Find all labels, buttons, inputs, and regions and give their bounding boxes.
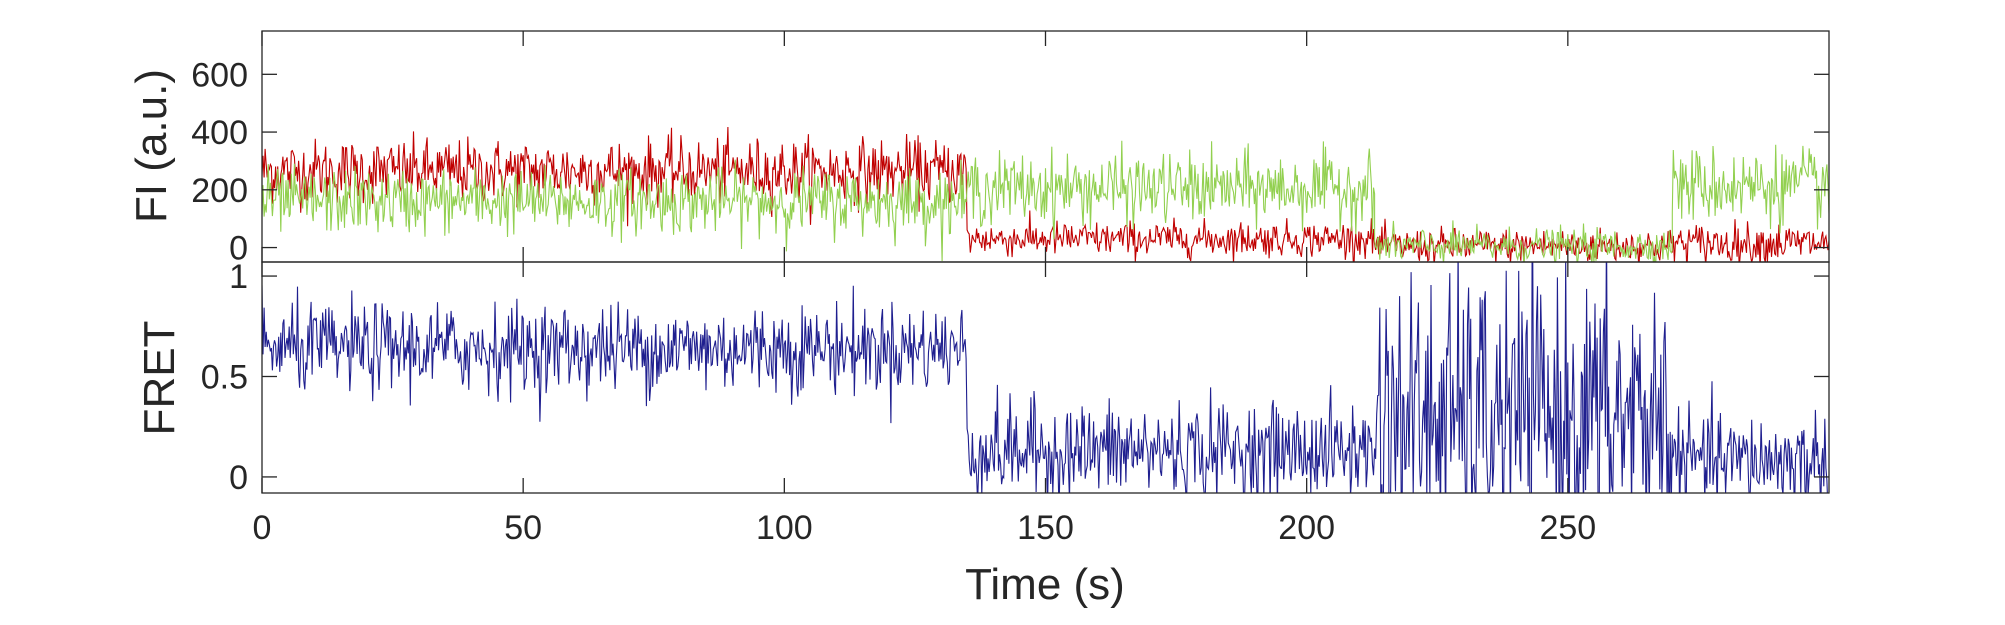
fret-ytick-label: 0.5 [201, 358, 248, 396]
time-xtick-label: 50 [504, 509, 542, 547]
time-xtick-label: 250 [1539, 509, 1596, 547]
fluorescence-trace-1 [262, 140, 1829, 262]
fluorescence-y-axis-label: FI (a.u.) [127, 69, 176, 223]
fluorescence-ytick-label: 0 [229, 230, 248, 268]
fret-y-axis-label: FRET [135, 321, 184, 436]
fret-ticks: 0 0.5 1 0 50 100 150 200 250 [201, 258, 1829, 547]
fluorescence-ytick-label: 200 [191, 172, 248, 210]
fluorescence-ticks: 0 200 400 600 [191, 31, 1829, 268]
time-xtick-label: 0 [253, 509, 272, 547]
fret-panel: 0 0.5 1 0 50 100 150 200 250 FRET Time (s) [135, 258, 1830, 609]
fluorescence-ytick-label: 600 [191, 56, 248, 94]
time-x-axis-label: Time (s) [965, 560, 1125, 609]
fret-series-group [262, 262, 1828, 493]
fluorescence-axes-frame [261, 30, 1830, 263]
fret-ytick-label: 0 [229, 459, 248, 497]
time-xtick-label: 200 [1278, 509, 1335, 547]
fluorescence-panel: 0 200 400 600 FI (a.u.) [127, 30, 1830, 268]
fret-trace-0 [262, 262, 1828, 493]
time-xtick-label: 100 [756, 509, 813, 547]
time-xtick-label: 150 [1017, 509, 1074, 547]
fluorescence-series-group [262, 126, 1829, 262]
fret-ytick-label: 1 [229, 258, 248, 296]
fluorescence-ytick-label: 400 [191, 114, 248, 152]
